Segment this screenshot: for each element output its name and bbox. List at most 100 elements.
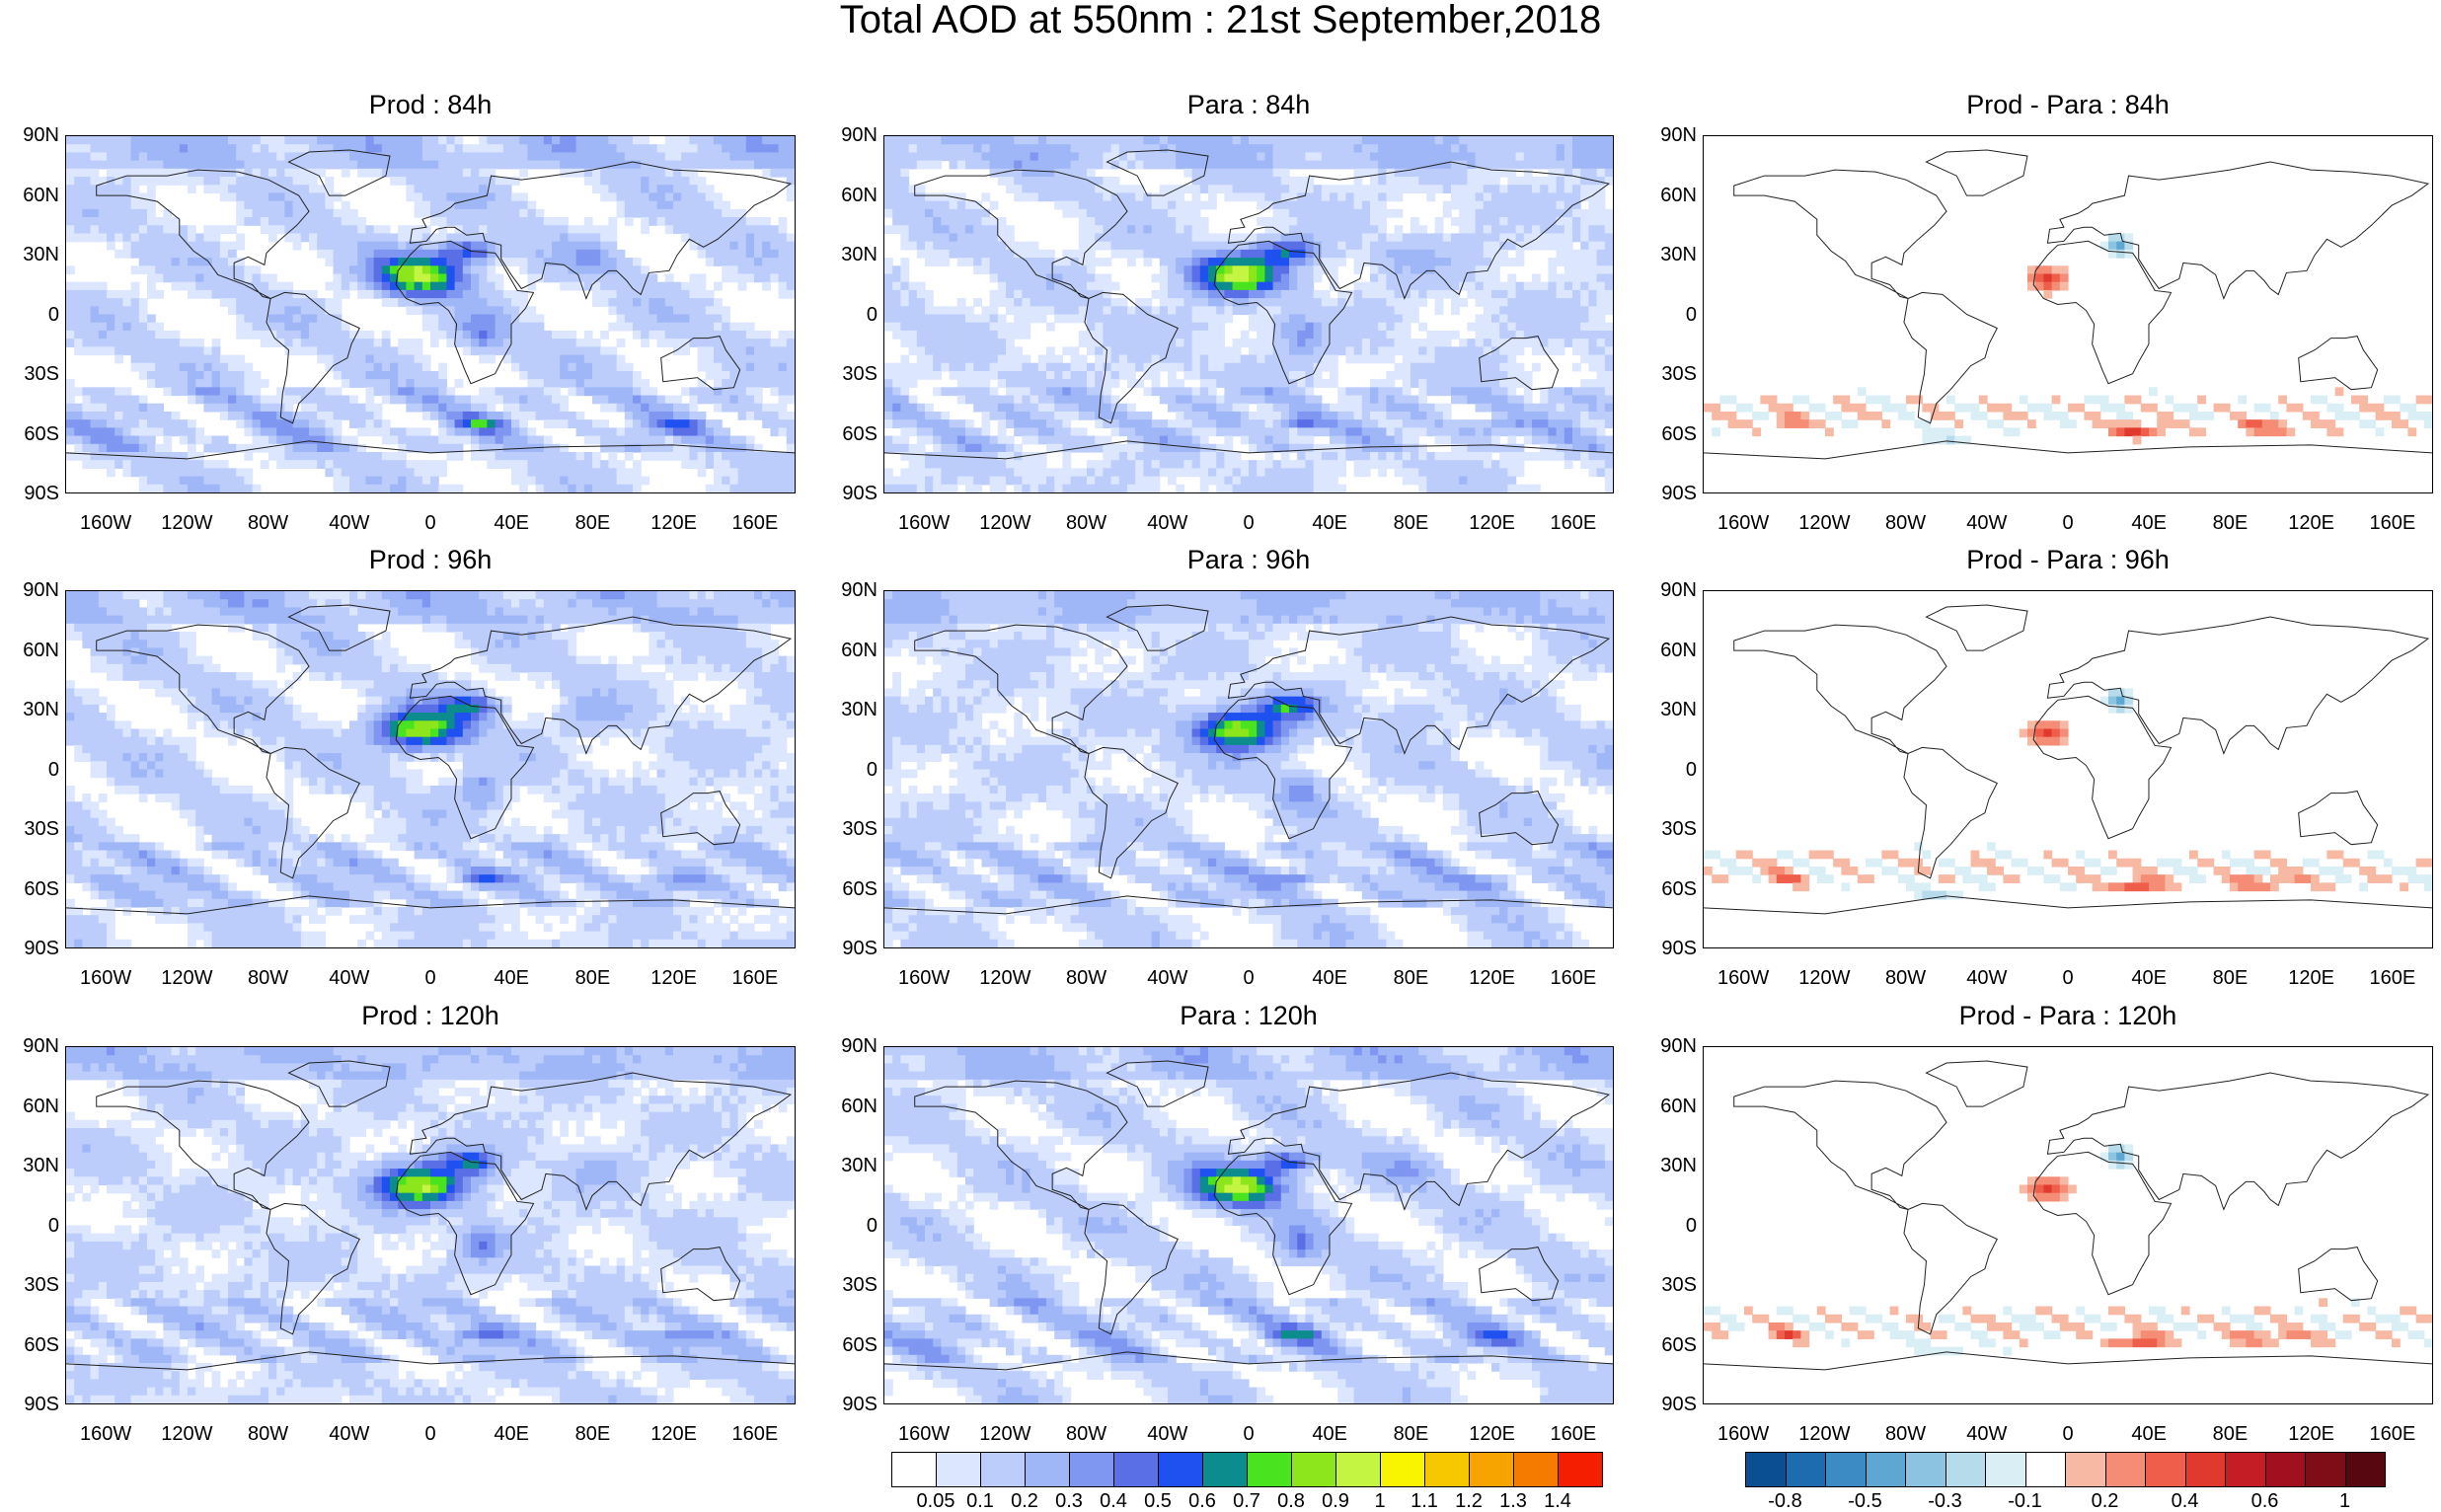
longitude-label: 160W [897,512,951,534]
coastline [914,1080,1128,1210]
aod-colorbar-label: 0.2 [1011,1490,1038,1512]
coastline [1213,695,1353,840]
panel-title: Prod : 120h [361,1001,499,1030]
longitude-label: 40E [2131,967,2168,989]
longitude-label: 80W [247,1423,289,1445]
diff-colorbar-swatch [2344,1452,2386,1487]
coastline [1227,1072,1611,1211]
latitude-label: 30S [24,818,59,840]
diff-colorbar-swatch [2024,1452,2066,1487]
longitude-label: 40E [2131,1423,2168,1445]
diff-colorbar-swatch [1905,1452,1946,1487]
longitude-label: 80W [1884,512,1927,534]
coastline [884,440,1613,460]
longitude-label: 120W [161,512,213,534]
coastline [1479,336,1560,391]
longitude-label: 0 [2062,967,2074,989]
longitude-label: 120W [1798,1423,1851,1445]
coastline [1106,1060,1209,1107]
diff-colorbar-swatch [1825,1452,1867,1487]
longitude-label: 80W [247,512,289,534]
longitude-label: 80E [2212,967,2249,989]
diff-colorbar-swatch [2225,1452,2266,1487]
coastline [395,240,535,385]
latitude-label: 90N [23,124,59,146]
aod-colorbar-label: 0.8 [1277,1490,1305,1512]
longitude-label: 40W [1147,512,1188,534]
longitude-label: 80W [1884,1423,1927,1445]
latitude-label: 30N [841,699,877,720]
coastline [2046,616,2430,755]
longitude-label: 120E [1469,1423,1516,1445]
longitude-label: 120W [161,1423,213,1445]
coastline [2046,1072,2430,1211]
coastline [1106,149,1209,196]
coastline [1733,624,1947,754]
diff-colorbar-label: 0.2 [2091,1490,2119,1512]
aod-colorbar-swatch [1202,1452,1248,1487]
aod-colorbar-swatch [936,1452,981,1487]
coastline [2032,240,2173,385]
longitude-label: 40E [494,1423,530,1445]
coastlines [884,1060,1613,1371]
aod-map [883,1046,1614,1404]
aod-colorbar-label: 0.6 [1188,1490,1216,1512]
longitude-label: 0 [424,512,436,534]
coastlines [1704,604,2432,915]
latitude-label: 90S [1661,1394,1697,1415]
difference-map [1703,135,2433,493]
longitude-label: 40W [329,1423,370,1445]
latitude-label: 30N [1660,1155,1697,1176]
diff-colorbar-label: -0.5 [1848,1490,1882,1512]
longitude-label: 80E [574,512,611,534]
coastlines [884,149,1613,460]
latitude-label: 30N [1660,699,1697,720]
coastline [660,791,741,846]
diff-colorbar-swatch [2104,1452,2146,1487]
latitude-label: 30S [842,818,877,840]
longitude-label: 80W [1065,512,1107,534]
longitude-label: 40E [494,967,530,989]
aod-colorbar-swatch [980,1452,1026,1487]
coastlines [66,149,795,460]
coastline [2032,1151,2173,1296]
longitude-label: 160E [731,1423,779,1445]
panel-title: Para : 96h [1186,545,1311,574]
longitude-label: 120W [979,512,1031,534]
aod-colorbar-swatch [891,1452,937,1487]
latitude-label: 30S [1661,818,1697,840]
aod-colorbar-label: 1.4 [1544,1490,1571,1512]
coastline [266,291,360,424]
longitude-label: 80E [574,1423,611,1445]
longitude-label: 0 [2062,512,2074,534]
longitude-label: 80W [1884,967,1927,989]
longitude-label: 160W [1716,967,1770,989]
latitude-label: 90S [24,483,59,504]
coastlines [66,604,795,915]
aod-colorbar-swatch [1025,1452,1070,1487]
difference-map [1703,1046,2433,1404]
coastline [66,440,795,460]
latitude-label: 30S [24,363,59,385]
longitude-label: 120E [2288,967,2335,989]
latitude-label: 60N [23,639,59,661]
aod-map [883,135,1614,493]
aod-colorbar-label: 1.2 [1455,1490,1483,1512]
latitude-label: 60N [1660,184,1697,206]
longitude-label: 160W [897,1423,951,1445]
latitude-label: 90S [1661,938,1697,959]
longitude-label: 40E [1312,1423,1348,1445]
coastlines [66,1060,795,1371]
aod-colorbar-swatch [1380,1452,1425,1487]
aod-colorbar-label: 0.7 [1233,1490,1260,1512]
coastline [1213,1151,1353,1296]
panel-title: Prod : 96h [368,545,493,574]
aod-map [65,590,796,948]
coastlines [1704,1060,2432,1371]
longitude-label: 80E [2212,512,2249,534]
longitude-label: 80E [1393,1423,1429,1445]
coastline [1704,895,2432,915]
longitude-label: 0 [424,1423,436,1445]
coastline [266,746,360,879]
latitude-label: 30S [1661,1274,1697,1296]
